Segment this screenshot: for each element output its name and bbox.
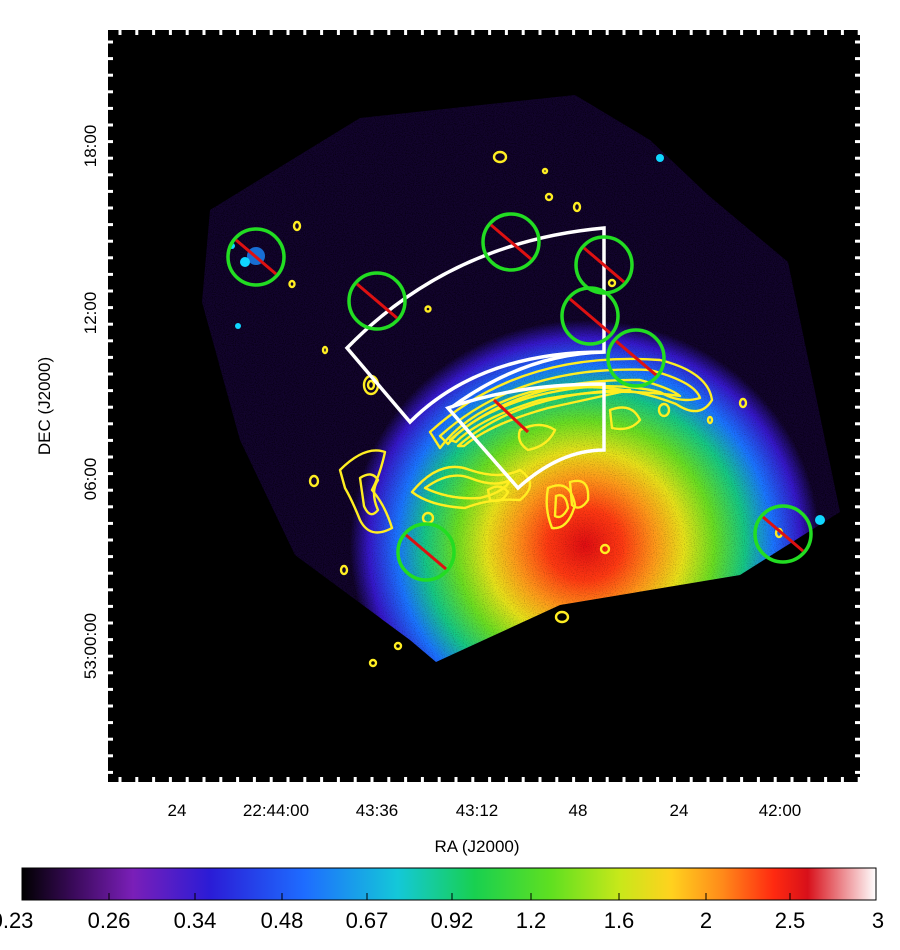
x-tick-label: 42:00	[759, 801, 802, 820]
source-circle	[753, 504, 813, 564]
colorbar-tick-label: 0.48	[261, 908, 304, 933]
y-axis-label: DEC (J2000)	[35, 357, 54, 455]
source-circle-inner	[492, 398, 530, 434]
colorbar-tick-label: 2	[700, 908, 712, 933]
colorbar-tick-label: 1.2	[516, 908, 547, 933]
colorbar-tick-label: 0.34	[174, 908, 217, 933]
colorbar-tick-label: 0.92	[431, 908, 474, 933]
excluded-source-circles	[226, 212, 813, 582]
x-tick-label: 24	[168, 801, 187, 820]
colorbar-tick-label: 3	[872, 908, 884, 933]
y-tick-label: 12:00	[81, 292, 100, 335]
colorbar-tick-label: 0.23	[0, 908, 33, 933]
colorbar-ticks	[21, 893, 877, 900]
colorbar-tick-label: 1.6	[604, 908, 635, 933]
colorbar-tick-labels: 0.23 0.26 0.34 0.48 0.67 0.92 1.2 1.6 2 …	[0, 908, 884, 933]
source-circle	[481, 212, 541, 272]
colorbar-tick-label: 0.67	[346, 908, 389, 933]
y-tick-label: 18:00	[81, 125, 100, 168]
x-tick-label: 43:36	[356, 801, 399, 820]
colorbar-tick-label: 0.26	[88, 908, 131, 933]
frame-ticks	[108, 30, 861, 782]
source-circle	[606, 328, 666, 388]
x-tick-label: 43:12	[456, 801, 499, 820]
y-tick-label: 06:00	[81, 458, 100, 501]
y-tick-labels: 18:00 12:00 06:00 53:00:00	[81, 125, 100, 679]
x-tick-labels: 24 22:44:00 43:36 43:12 48 24 42:00	[168, 801, 802, 820]
source-circle	[396, 522, 456, 582]
y-tick-label: 53:00:00	[81, 613, 100, 679]
source-circle	[560, 286, 620, 346]
source-circle	[226, 227, 286, 287]
colorbar	[21, 867, 877, 901]
x-tick-label: 22:44:00	[243, 801, 309, 820]
x-tick-label: 24	[670, 801, 689, 820]
inner-sector	[444, 382, 606, 491]
colorbar-tick-label: 2.5	[775, 908, 806, 933]
x-axis-label: RA (J2000)	[434, 837, 519, 856]
x-tick-label: 48	[569, 801, 588, 820]
source-circle	[347, 271, 407, 331]
